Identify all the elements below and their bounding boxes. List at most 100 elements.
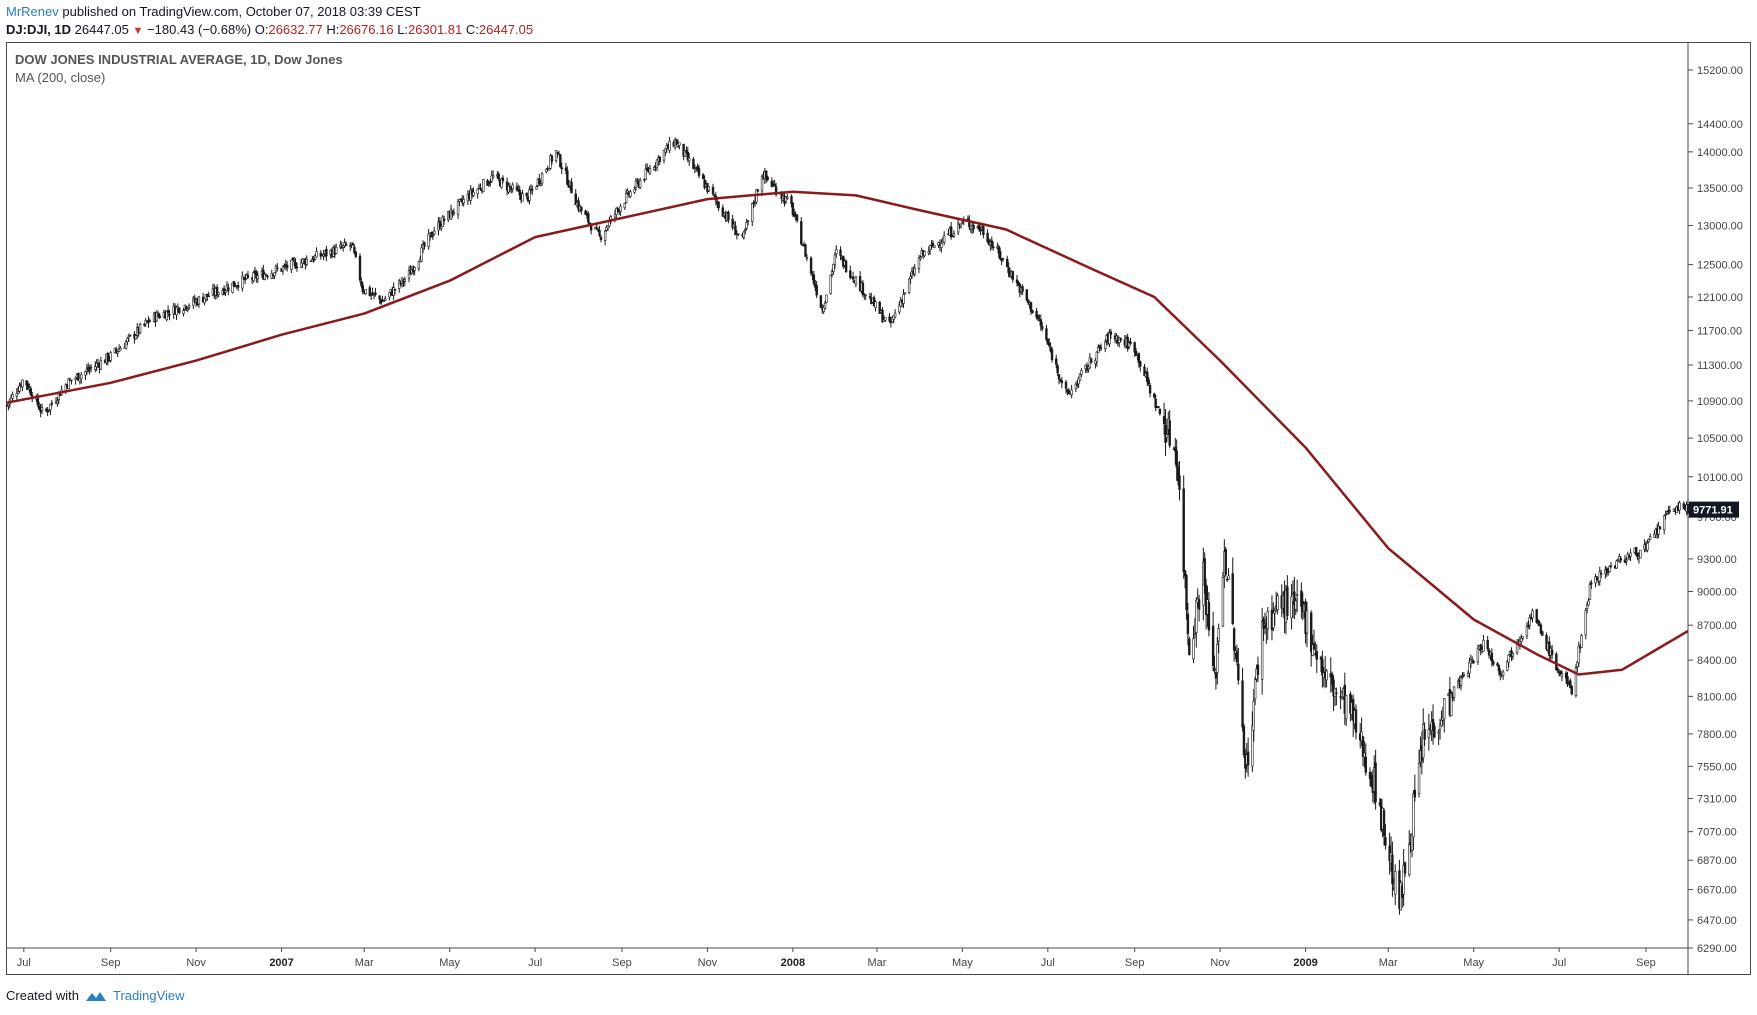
candle-body [138,324,142,333]
candle-body [1154,398,1157,409]
candle-body [441,216,444,227]
candle-body [1382,810,1386,836]
candle-body [1507,654,1510,663]
candle-body [1164,425,1167,443]
candle-body [95,362,98,368]
candle-body [281,266,285,272]
candle-body [1203,558,1206,587]
candle-body [1585,604,1589,610]
candle-body [423,242,426,247]
price-tick-label: 6290.00 [1697,943,1737,955]
candle-body [658,156,661,163]
candle-body [707,186,711,191]
candle-body [1080,370,1083,375]
candle-body [909,276,912,280]
candle-body [598,230,601,236]
candle-body [1629,552,1632,557]
tradingview-logo-icon [85,991,106,1001]
candle-body [959,223,963,227]
candle-body [991,246,995,249]
price-tick-label: 12100.00 [1697,292,1743,304]
candle-body [206,293,209,297]
candle-body [1312,643,1316,650]
time-tick-label: Jul [17,957,31,969]
candle-body [1427,729,1431,738]
last-price-tag [1689,501,1739,518]
price-tick-label: 8700.00 [1697,620,1737,632]
candle-body [1211,625,1215,667]
candle-body [751,203,754,222]
price-tick-label: 9000.00 [1697,586,1737,598]
candle-body [556,151,559,154]
candle-body [605,227,608,231]
candle-body [1438,724,1442,730]
candle-body [1216,644,1219,673]
candle-body [378,295,381,300]
candle-body [1137,353,1141,364]
candle-body [1015,279,1019,283]
candle-body [1647,538,1650,542]
candle-body [1360,731,1363,742]
price-tick-label: 13000.00 [1697,221,1743,233]
candle-body [1057,374,1061,380]
candle-body [1370,775,1373,787]
chart-frame[interactable] [6,42,1751,975]
candle-body [1011,271,1014,280]
candle-body [1490,652,1494,662]
candle-body [881,309,884,323]
candle-body [525,192,528,197]
candle-body [805,257,809,259]
candle-body [1634,547,1638,555]
candle-body [241,275,244,289]
candle-body [398,280,401,289]
candle-body [1133,342,1136,353]
moving-average-line [6,190,1689,676]
candle-body [917,257,921,269]
candle-body [1364,756,1368,773]
candle-body [1536,620,1540,624]
candle-body [1256,664,1260,675]
candle-body [50,402,54,405]
candle-body [564,167,568,171]
candle-body [830,271,834,275]
candle-body [1097,346,1100,354]
candle-body [78,378,82,382]
candle-body [479,187,482,190]
candle-body [559,154,562,168]
candle-body [1186,613,1190,635]
candle-body [59,393,62,397]
candle-body [1450,693,1453,717]
candle-body [1055,358,1058,365]
candle-body [1266,611,1269,629]
candle-body [760,175,764,192]
time-tick-label: May [1463,957,1484,969]
candle-body [1511,653,1515,657]
candle-body [678,142,681,146]
candle-body [507,185,510,193]
candle-body [322,253,325,257]
candle-body [94,366,97,370]
candle-body [804,244,807,257]
low-value: 26301.81 [408,22,463,37]
candle-body [773,183,776,187]
time-tick-label: Mar [1379,957,1398,969]
candle-body [574,193,577,206]
candle-body [458,199,461,202]
candle-body [1599,573,1603,575]
candle-body [1099,347,1103,349]
candle-body [438,220,442,229]
publish-line: MrRenev published on TradingView.com, Oc… [6,4,421,19]
symbol-line: DJ:DJI, 1D 26447.05 ▼ −180.43 (−0.68%) O… [6,22,533,37]
tradingview-link[interactable]: TradingView [112,988,185,1003]
candle-body [1237,663,1240,681]
author-link[interactable]: MrRenev [6,4,59,19]
candle-body [449,209,453,220]
candle-body [361,285,365,292]
candle-body [1391,854,1394,885]
candle-body [1260,621,1264,680]
candle-body [596,229,600,231]
time-tick-label: Mar [867,957,886,969]
candle-body [185,306,188,310]
candle-body [472,191,475,196]
